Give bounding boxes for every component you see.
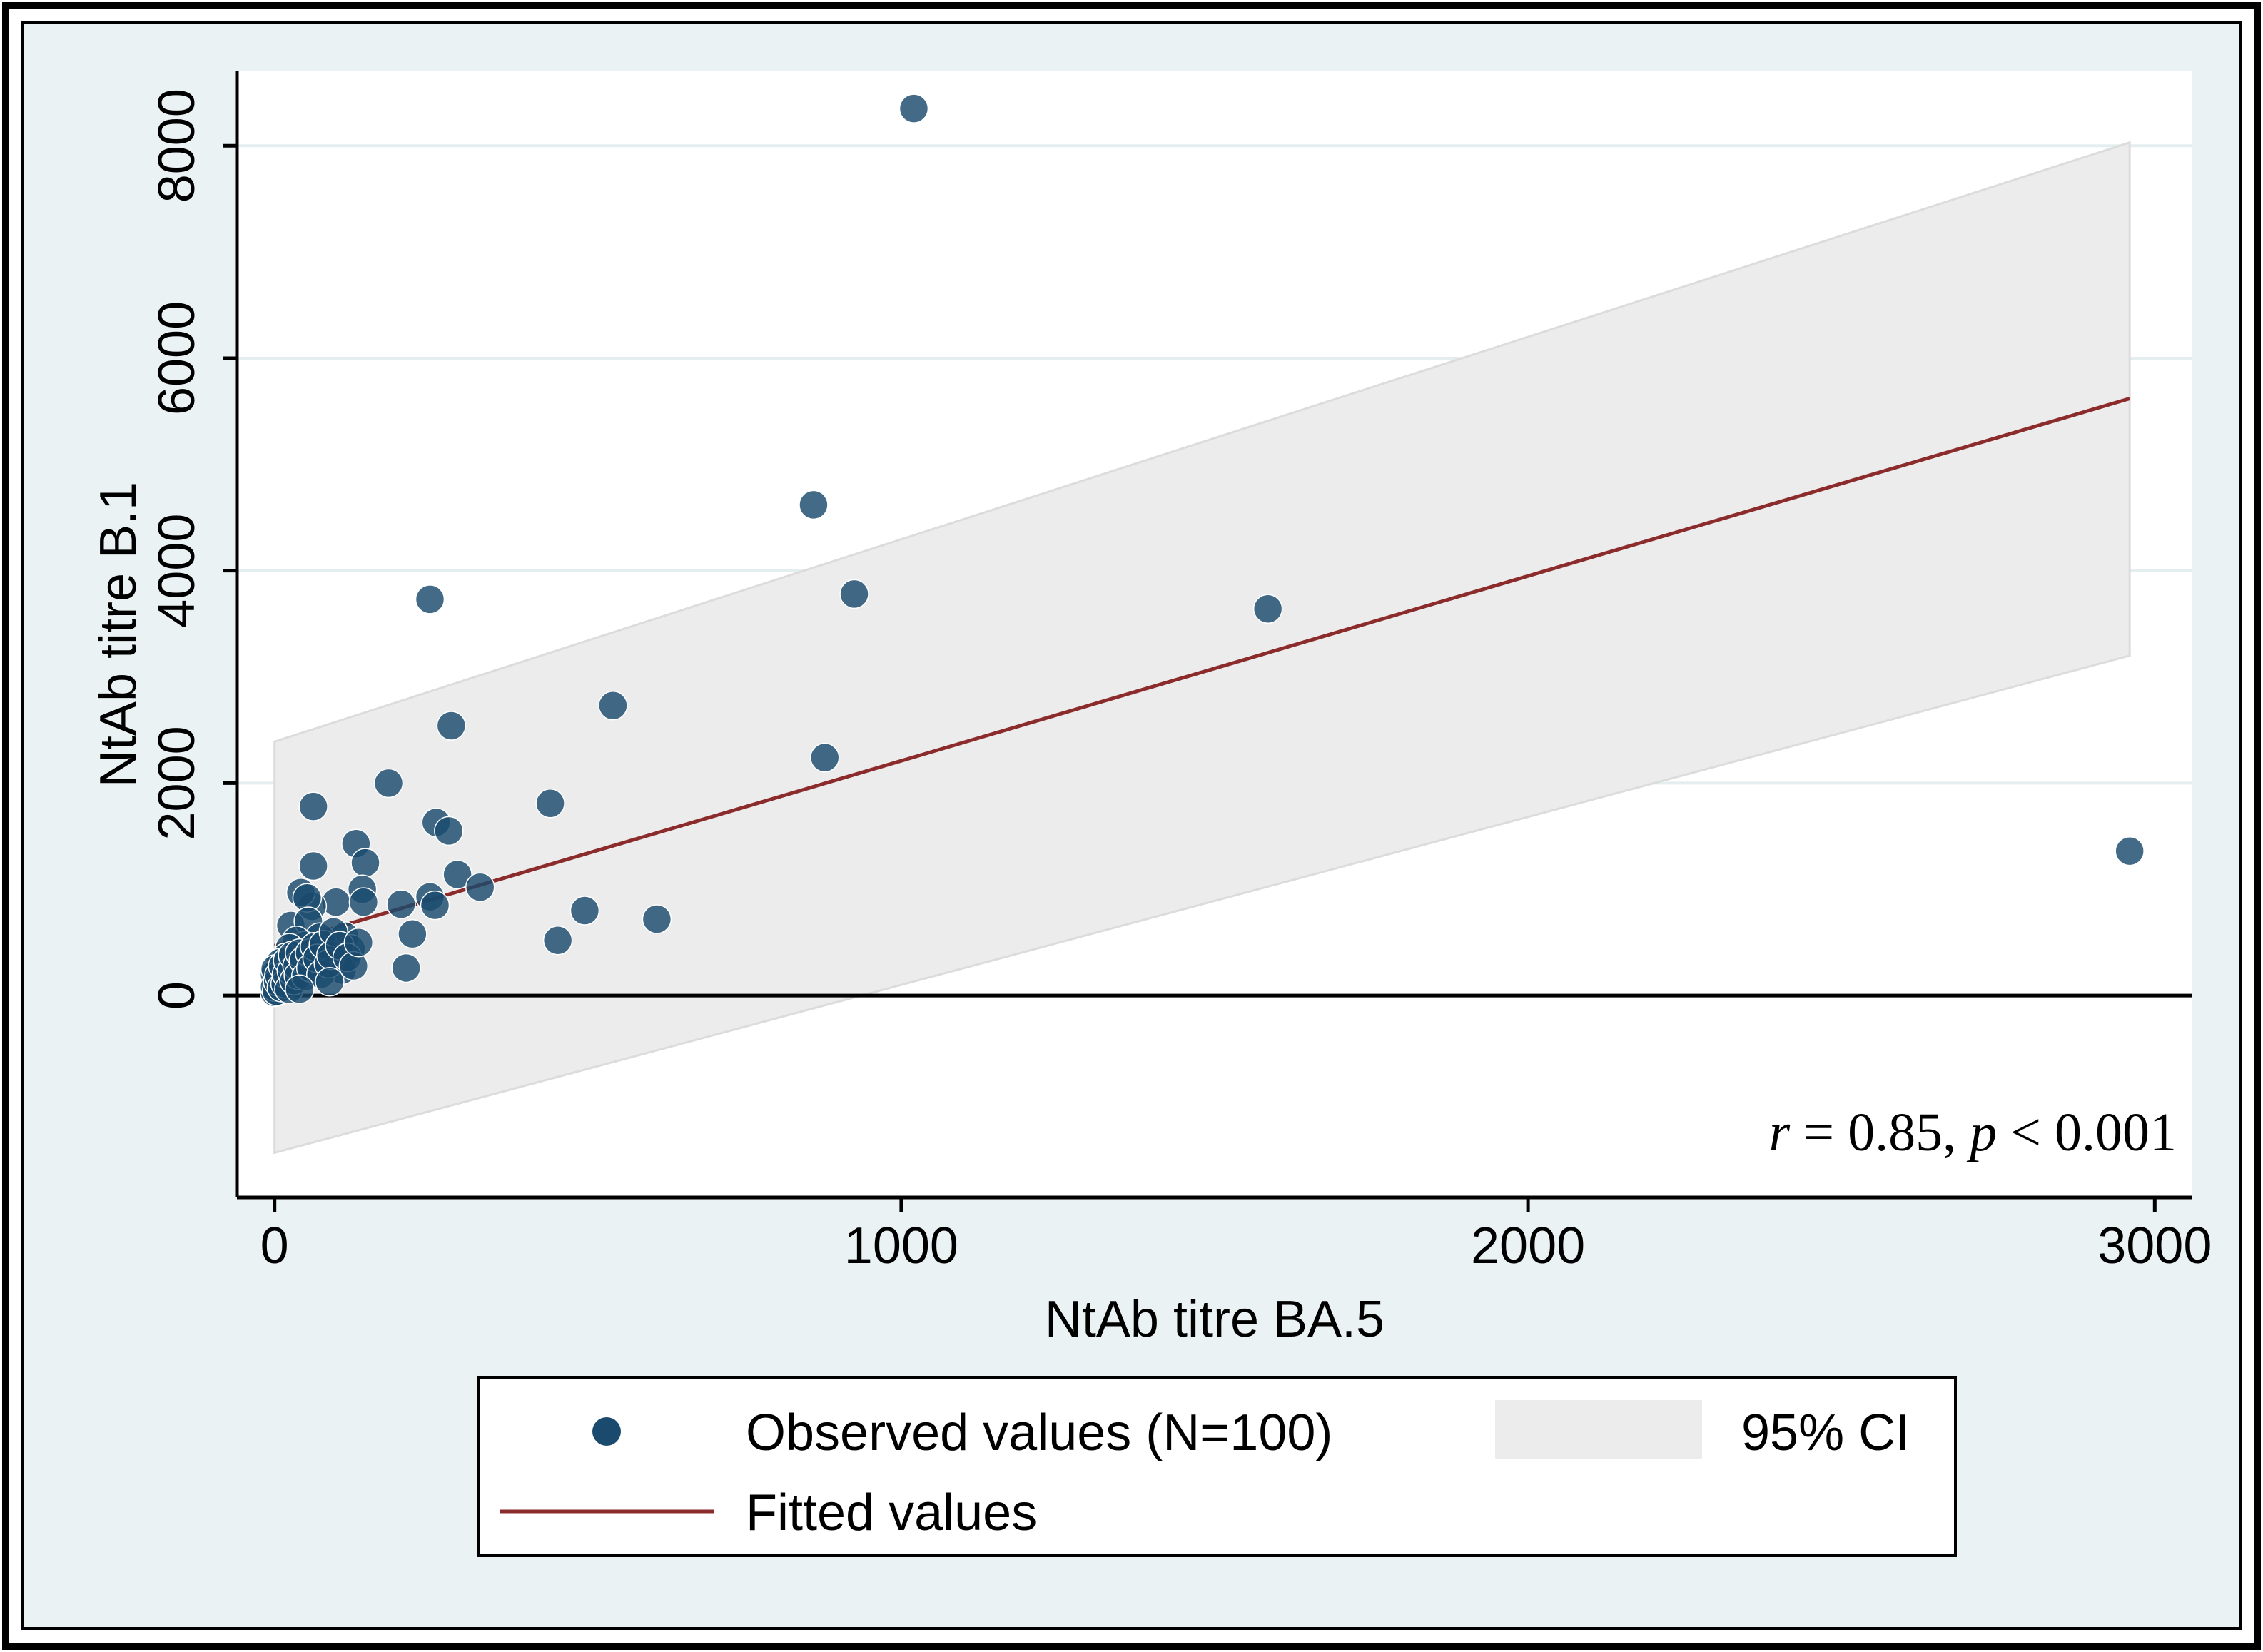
x-tick-label: 2000 [1471,1217,1585,1275]
x-tick-label: 0 [260,1217,289,1275]
data-point [373,768,404,799]
y-tick-label: 4000 [148,514,206,628]
annotation-p-value: < 0.001 [1997,1103,2177,1162]
legend-ci-swatch [1495,1400,1702,1459]
annotation-r-value: = 0.85, [1790,1103,1970,1162]
x-ticks: 0 1000 2000 3000 [260,1197,2212,1275]
data-point [298,851,328,881]
y-axis-title: NtAb titre B.1 [90,482,147,787]
data-point [535,788,565,819]
data-point [391,953,421,983]
data-point [434,816,464,846]
scatter-points [259,93,2145,1008]
data-point [1252,594,1283,624]
ci-band [273,141,2131,1155]
data-point [542,925,573,956]
legend-ci-label: 95% CI [1741,1404,1910,1461]
data-point [598,690,628,721]
y-tick-label: 8000 [148,88,206,203]
y-tick-label: 6000 [148,301,206,415]
data-point [898,93,929,123]
data-point [315,967,345,997]
data-point [436,711,467,741]
x-tick-label: 3000 [2097,1217,2212,1275]
data-point [398,919,427,949]
y-ticks: 0 2000 4000 6000 8000 [148,88,237,1010]
data-point [350,848,380,878]
x-axis-title: NtAb titre BA.5 [1045,1291,1384,1348]
annotation-r-symbol: r [1769,1103,1791,1162]
annotation-p-symbol: p [1966,1103,1997,1162]
legend-fitted-label: Fitted values [746,1484,1037,1541]
legend-box [477,1376,1957,1557]
data-point [298,791,328,821]
data-point [2115,836,2145,866]
data-point [465,872,495,903]
legend: Observed values (N=100) 95% CI Fitted va… [477,1376,1957,1557]
data-point [348,887,379,917]
data-point [415,584,445,614]
y-tick-label: 2000 [148,726,206,840]
legend-observed-label: Observed values (N=100) [746,1404,1332,1461]
data-point [420,890,450,921]
data-point [642,904,672,934]
data-point [442,859,472,890]
data-point [839,579,869,609]
data-point [799,490,829,520]
data-point [386,889,416,919]
data-point [343,927,374,958]
x-tick-label: 1000 [844,1217,958,1275]
fitted-line [273,397,2130,948]
data-point [285,974,315,1004]
y-tick-label: 0 [148,981,206,1010]
data-point [569,896,600,926]
correlation-annotation: r = 0.85, p < 0.001 [1769,1103,2177,1162]
legend-observed-marker [592,1417,621,1446]
data-point [810,742,840,773]
